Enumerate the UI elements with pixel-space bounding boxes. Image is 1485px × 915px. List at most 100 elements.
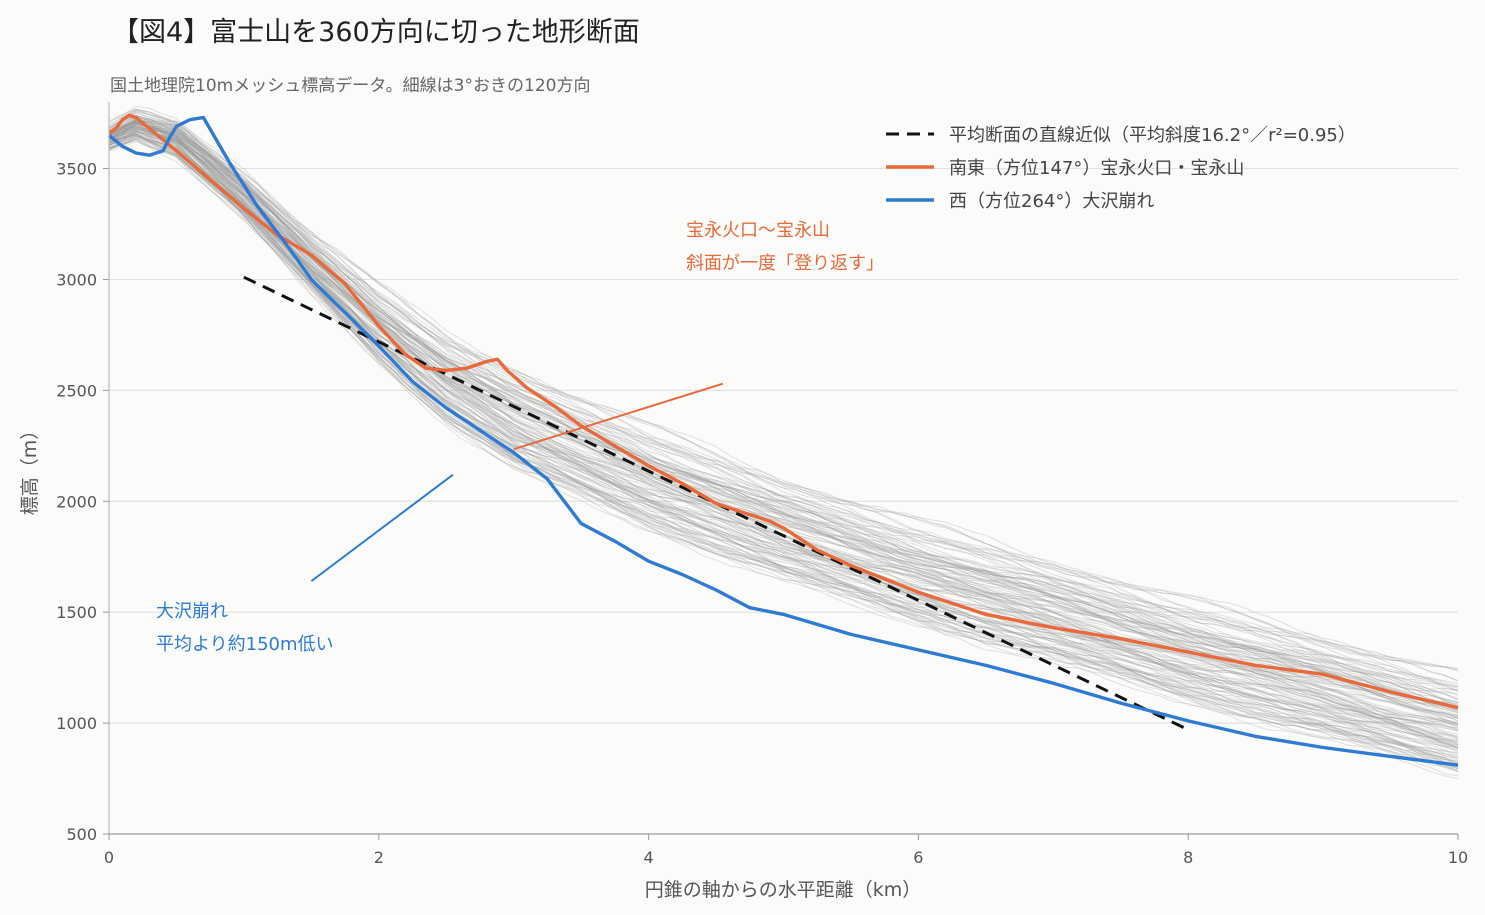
thin-profile-line — [108, 131, 1459, 746]
thin-profile-line — [108, 125, 1459, 739]
thin-profile-line — [108, 125, 1459, 720]
thin-profile-line — [108, 139, 1459, 777]
y-tick-label: 2500 — [56, 381, 97, 400]
thin-profile-line — [108, 122, 1459, 738]
thin-profile-line — [108, 115, 1459, 687]
thin-profile-line — [108, 134, 1459, 753]
thin-profile-line — [108, 116, 1459, 704]
thin-profile-line — [108, 136, 1459, 767]
y-axis-label: 標高（m） — [19, 421, 41, 516]
thin-profile-line — [108, 105, 1459, 671]
annotation-text: 宝永火口〜宝永山 — [686, 220, 830, 241]
thin-profile-line — [108, 126, 1459, 718]
x-tick-label: 6 — [913, 848, 923, 867]
thin-profile-line — [108, 123, 1459, 706]
thin-profile-line — [108, 130, 1459, 747]
thin-profile-line — [108, 118, 1459, 716]
thin-profile-line — [108, 134, 1459, 779]
thin-profile-line — [108, 128, 1459, 727]
annotation-text: 斜面が一度「登り返す」 — [686, 253, 884, 274]
legend-label: 平均断面の直線近似（平均斜度16.2°／r²=0.95） — [949, 125, 1356, 146]
thin-profile-line — [108, 122, 1459, 703]
thin-profiles — [108, 105, 1459, 779]
x-axis-label: 円錐の軸からの水平距離（km） — [645, 879, 922, 901]
thin-profile-line — [108, 111, 1459, 684]
axes: 0 2 4 6 8 10 500 1000 1500 2000 2500 3000 3500 — [56, 102, 1468, 867]
y-tick-label: 1000 — [56, 714, 97, 733]
fit-line — [243, 275, 1189, 732]
thin-profile-line — [108, 130, 1459, 744]
thin-profile-line — [108, 114, 1459, 711]
thin-profile-line — [108, 116, 1459, 681]
x-tick-label: 8 — [1183, 848, 1193, 867]
x-tick-label: 0 — [104, 848, 114, 867]
thin-profile-line — [108, 123, 1459, 710]
thin-profile-line — [108, 125, 1459, 732]
thin-profile-line — [108, 127, 1459, 713]
thin-profile-line — [108, 111, 1459, 689]
thin-profile-line — [108, 119, 1459, 701]
thin-profile-line — [108, 121, 1459, 714]
thin-profile-line — [108, 118, 1459, 716]
thin-profile-line — [108, 117, 1459, 712]
thin-profile-line — [108, 129, 1459, 759]
thin-profile-line — [108, 133, 1459, 749]
thin-profile-line — [108, 120, 1459, 706]
thin-profile-line — [108, 130, 1459, 769]
thin-profile-line — [108, 140, 1459, 773]
thin-profile-line — [108, 119, 1459, 682]
thin-profile-line — [108, 135, 1459, 772]
thin-profile-line — [108, 133, 1459, 745]
thin-profile-line — [108, 121, 1459, 727]
annotation-text: 平均より約150m低い — [156, 634, 334, 655]
thin-profile-line — [108, 119, 1459, 729]
thin-profile-line — [108, 121, 1459, 693]
page-subtitle: 国土地理院10mメッシュ標高データ。細線は3°おきの120方向 — [110, 76, 591, 96]
thin-profile-line — [108, 129, 1459, 748]
y-tick-label: 500 — [66, 825, 97, 844]
thin-profile-line — [108, 122, 1459, 701]
thin-profile-line — [108, 139, 1459, 766]
southeast-profile-line — [108, 113, 1459, 710]
west-profile-line — [107, 115, 1459, 767]
thin-profile-line — [108, 133, 1459, 761]
thin-profile-line — [108, 123, 1459, 753]
thin-profile-line — [108, 128, 1459, 756]
thin-profile-line — [108, 135, 1459, 757]
thin-profile-line — [108, 120, 1459, 696]
thin-profile-line — [108, 121, 1459, 699]
thin-profile-line — [108, 133, 1459, 745]
thin-profile-line — [108, 138, 1459, 772]
thin-profile-line — [108, 120, 1459, 729]
thin-profile-line — [108, 135, 1459, 764]
thin-profile-line — [108, 125, 1459, 730]
legend: 平均断面の直線近似（平均斜度16.2°／r²=0.95） 南東（方位147°）宝永… — [886, 125, 1356, 212]
thin-profile-line — [108, 131, 1459, 729]
thin-profile-line — [108, 108, 1459, 670]
thin-profile-line — [108, 119, 1459, 704]
thin-profile-line — [108, 123, 1459, 711]
x-tick-label: 2 — [374, 848, 384, 867]
thin-profile-line — [108, 128, 1459, 737]
thin-profile-line — [108, 121, 1459, 741]
thin-profile-line — [108, 120, 1459, 719]
legend-label: 南東（方位147°）宝永火口・宝永山 — [949, 158, 1244, 179]
thin-profile-line — [108, 134, 1459, 749]
thin-profile-line — [108, 126, 1459, 743]
thin-profile-line — [108, 121, 1459, 732]
thin-profile-line — [108, 135, 1459, 766]
thin-profile-line — [108, 137, 1459, 771]
thin-profile-line — [108, 109, 1459, 691]
thin-profile-line — [108, 132, 1459, 749]
thin-profile-line — [108, 110, 1459, 672]
thin-profile-line — [108, 122, 1459, 712]
thin-profile-line — [108, 121, 1459, 712]
thin-profile-line — [108, 137, 1459, 769]
x-tick-label: 10 — [1448, 848, 1468, 867]
thin-profile-line — [108, 123, 1459, 740]
y-tick-label: 3000 — [56, 270, 97, 289]
thin-profile-line — [108, 120, 1459, 692]
annotation-arrow — [310, 473, 454, 582]
thin-profile-line — [108, 125, 1459, 719]
